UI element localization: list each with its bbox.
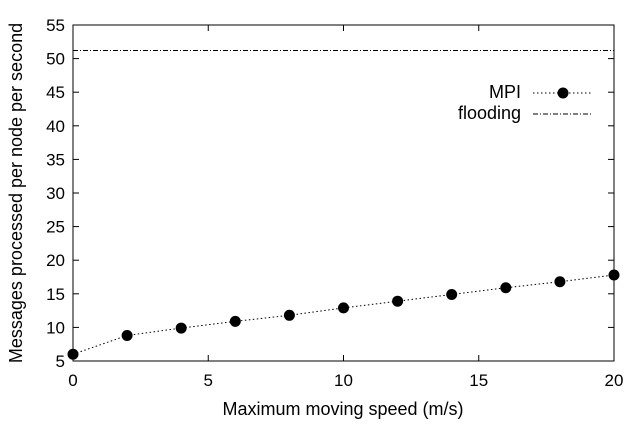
y-tick-label: 40 bbox=[46, 117, 65, 136]
legend-label-flooding: flooding bbox=[458, 103, 521, 123]
data-point-mpi bbox=[283, 309, 295, 321]
legend-label-mpi: MPI bbox=[489, 82, 521, 102]
x-tick-label: 0 bbox=[68, 371, 77, 390]
x-tick-label: 20 bbox=[605, 371, 624, 390]
data-point-mpi bbox=[175, 322, 187, 334]
y-tick-label: 20 bbox=[46, 251, 65, 270]
legend-marker-mpi bbox=[557, 87, 569, 99]
x-tick-label: 5 bbox=[204, 371, 213, 390]
series-line-mpi bbox=[72, 274, 615, 355]
data-point-mpi bbox=[121, 329, 133, 341]
y-tick-label: 30 bbox=[46, 184, 65, 203]
x-tick-label: 15 bbox=[469, 371, 488, 390]
data-point-mpi bbox=[446, 288, 458, 300]
y-tick-label: 25 bbox=[46, 218, 65, 237]
data-point-mpi bbox=[554, 276, 566, 288]
y-tick-label: 55 bbox=[46, 16, 65, 35]
y-tick-label: 10 bbox=[46, 318, 65, 337]
y-axis-ticks: 5 10 15 20 25 30 35 40 45 50 55 bbox=[46, 16, 614, 371]
data-point-mpi bbox=[338, 302, 349, 314]
data-point-mpi bbox=[500, 282, 512, 294]
y-tick-label: 15 bbox=[46, 285, 65, 304]
data-point-mpi bbox=[67, 348, 79, 360]
y-axis-label: Messages processed per node per second bbox=[6, 23, 26, 363]
series-layer bbox=[67, 50, 620, 360]
y-tick-label: 50 bbox=[46, 50, 65, 69]
y-tick-label: 5 bbox=[56, 352, 65, 371]
legend: MPI flooding bbox=[458, 82, 592, 123]
data-point-mpi bbox=[392, 295, 404, 307]
x-axis-ticks: 0 5 10 15 20 bbox=[68, 25, 623, 390]
data-point-mpi bbox=[229, 315, 241, 327]
x-tick-label: 10 bbox=[334, 371, 353, 390]
x-axis-label: Maximum moving speed (m/s) bbox=[222, 399, 463, 419]
y-tick-label: 45 bbox=[46, 83, 65, 102]
data-point-mpi bbox=[608, 269, 620, 281]
y-tick-label: 35 bbox=[46, 150, 65, 169]
